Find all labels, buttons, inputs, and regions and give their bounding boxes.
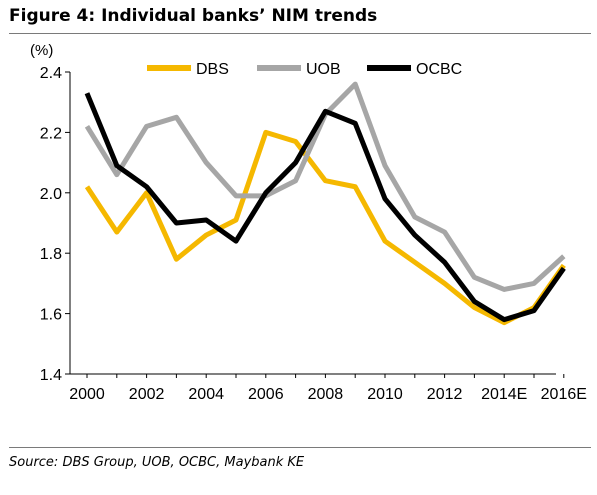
y-tick-label: 2.4	[40, 65, 62, 82]
x-tick-label: 2010	[367, 386, 403, 403]
x-tick-label: 2006	[248, 386, 284, 403]
y-tick-label: 2.2	[40, 125, 62, 142]
x-tick-label: 2000	[69, 386, 105, 403]
series-line-ocbc	[84, 92, 566, 323]
chart-legend: DBS UOB OCBC	[147, 61, 462, 78]
chart-series	[84, 81, 566, 326]
series-line-dbs	[84, 129, 566, 326]
y-tick-label: 1.8	[40, 246, 62, 263]
figure-title: Figure 4: Individual banks’ NIM trends	[9, 6, 378, 26]
source-divider	[9, 447, 591, 448]
legend-label-uob: UOB	[306, 61, 341, 78]
x-tick-label: 2016E	[541, 386, 587, 403]
x-tick-label: 2004	[188, 386, 224, 403]
x-tick-label: 2014E	[481, 386, 527, 403]
y-axis-unit-label: (%)	[30, 42, 53, 59]
y-tick-label: 2.0	[40, 186, 62, 203]
source-note: Source: DBS Group, UOB, OCBC, Maybank KE	[9, 455, 305, 470]
legend-label-ocbc: OCBC	[416, 61, 462, 78]
nim-line-chart: (%) 1.4 1.6 1.8 2.0 2.2 2.4 2000 2002 2004 2006 20…	[30, 42, 587, 403]
x-tick-label: 2012	[427, 386, 463, 403]
y-tick-label: 1.6	[40, 307, 62, 324]
x-tick-label: 2002	[129, 386, 165, 403]
x-tick-label: 2008	[308, 386, 344, 403]
legend-label-dbs: DBS	[196, 61, 229, 78]
y-tick-label: 1.4	[40, 367, 62, 384]
chart-ticks: 1.4 1.6 1.8 2.0 2.2 2.4 2000 2002 2004 2006 2008 20…	[40, 65, 587, 403]
title-divider	[9, 33, 591, 34]
chart-axes: (%)	[30, 42, 556, 375]
